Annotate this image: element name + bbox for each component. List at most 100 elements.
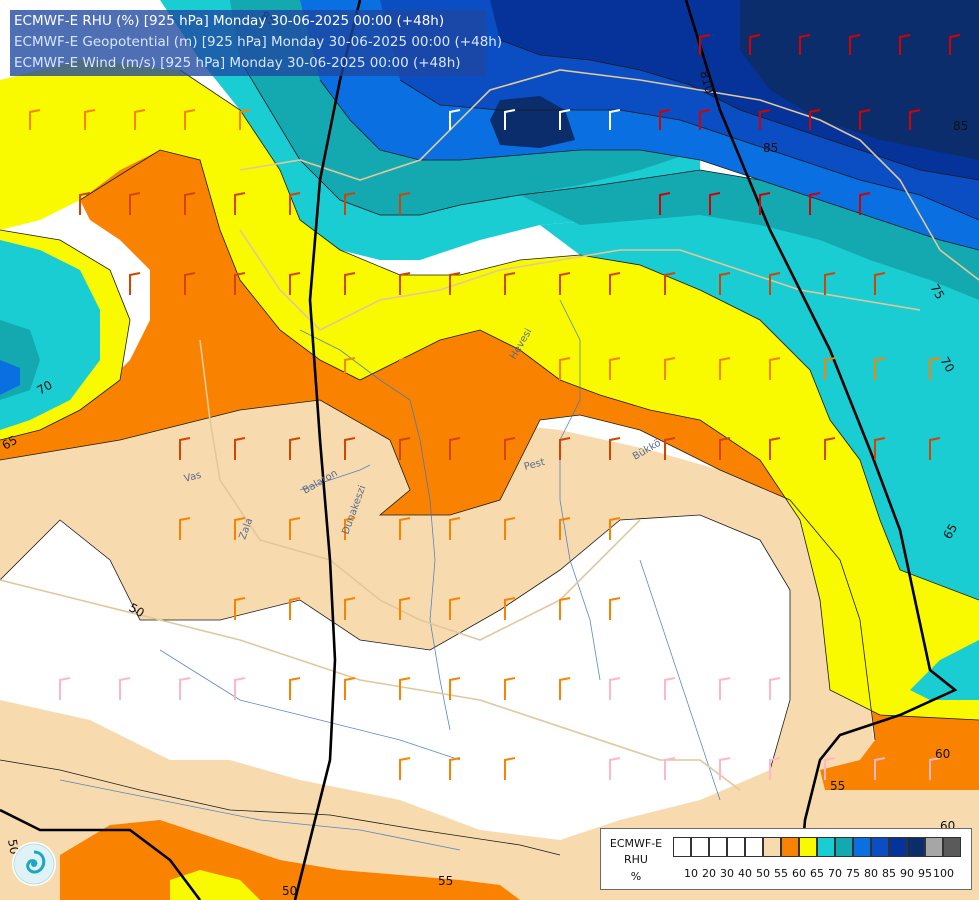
header-geopotential-title: ECMWF-E Geopotential (m) [925 hPa] Monda…: [14, 34, 503, 50]
legend-swatch: [781, 837, 799, 857]
contour-label: 50: [127, 600, 147, 620]
header-rhu-title: ECMWF-E RHU (%) [925 hPa] Monday 30-06-2…: [14, 13, 445, 29]
wind-barb: [179, 517, 621, 540]
contour-label: 60: [935, 747, 950, 761]
border-line: [199, 339, 641, 641]
legend-swatch: [835, 837, 853, 857]
wind-barb: [129, 272, 886, 295]
rhu-legend: ECMWF-E RHU % 10 20 30 40 50 55 60 65 70 75 80 85 90…: [600, 828, 972, 890]
geopotential-800-southwest: [0, 808, 202, 900]
legend-tick-label: 100: [933, 867, 954, 880]
legend-tick-label: 40: [738, 867, 752, 880]
contour-label: 85: [953, 119, 968, 133]
header-wind-title: ECMWF-E Wind (m/s) [925 hPa] Monday 30-0…: [14, 55, 461, 71]
legend-unit-label: %: [630, 870, 642, 883]
contour-line: [179, 69, 979, 601]
geopotential-lines: [0, 0, 958, 900]
legend-variable-label: RHU: [624, 853, 648, 866]
rivers: [59, 299, 721, 851]
wind-barb: [29, 109, 251, 130]
contour-line: [319, 79, 761, 181]
river-morava: [639, 559, 721, 801]
wind-barb: [59, 677, 941, 780]
wind-barb: [449, 109, 621, 130]
legend-tick-label: 75: [846, 867, 860, 880]
rhu-contour-lines: [0, 39, 979, 856]
legend-swatch: [817, 837, 835, 857]
wind-barb: [399, 757, 516, 780]
legend-tick-label: 70: [828, 867, 842, 880]
legend-swatch: [943, 837, 961, 857]
contour-label: 55: [830, 779, 845, 793]
legend-tick-label: 95: [918, 867, 932, 880]
contour-line: [0, 759, 561, 856]
contour-line: [0, 229, 131, 441]
contour-line: [0, 399, 876, 741]
geopotential-810-west: [293, 0, 362, 900]
river-sava: [59, 779, 461, 851]
contour-label: 70: [35, 378, 55, 398]
legend-swatch: [763, 837, 781, 857]
legend-tick-label: 20: [702, 867, 716, 880]
legend-swatch: [907, 837, 925, 857]
legend-title: ECMWF-E RHU %: [601, 829, 671, 889]
wind-barb: [289, 677, 571, 700]
rhu-band-yellow: [0, 60, 979, 720]
border-line: [239, 69, 979, 281]
swirl-logo-icon: [13, 843, 55, 885]
legend-swatch: [691, 837, 709, 857]
contour-label: 85: [763, 141, 778, 155]
legend-tick-label: 60: [792, 867, 806, 880]
border-line: [0, 579, 741, 791]
contour-label: 70: [937, 355, 957, 375]
legend-tick-label: 80: [864, 867, 878, 880]
wind-barb: [234, 597, 621, 620]
contour-line: [399, 79, 979, 221]
map-header: ECMWF-E RHU (%) [925 hPa] Monday 30-06-2…: [10, 10, 502, 76]
contour-labels: 85 85 85 75 70 70 65 65 60 60 55 55 50 5…: [0, 8, 968, 898]
contour-label: 65: [0, 433, 20, 453]
legend-swatch: [745, 837, 763, 857]
legend-tick-label: 30: [720, 867, 734, 880]
legend-tick-label: 55: [774, 867, 788, 880]
legend-swatch: [673, 837, 691, 857]
legend-tick-label: 50: [756, 867, 770, 880]
legend-tick-label: 90: [900, 867, 914, 880]
river-danube: [299, 329, 451, 731]
river-tisza: [559, 299, 601, 681]
river-drava: [159, 649, 461, 761]
contour-label: 55: [438, 874, 453, 888]
legend-swatch: [709, 837, 727, 857]
legend-swatch: [853, 837, 871, 857]
lake-balaton: [299, 464, 371, 491]
contour-label: 50: [282, 884, 297, 898]
contour-label: 65: [940, 521, 960, 541]
rhu-region-blue-west: [0, 360, 20, 395]
contour-label: 75: [927, 282, 947, 302]
rhu-band-orange: [0, 150, 979, 790]
legend-model-label: ECMWF-E: [609, 837, 663, 850]
legend-tick-label: 85: [882, 867, 896, 880]
rhu-region-darknavy-center: [490, 96, 575, 148]
wind-barb: [179, 437, 941, 460]
contour-line: [0, 514, 791, 771]
place-label: Pest: [523, 457, 546, 473]
rhu-region-cyan-east: [540, 200, 979, 600]
wind-barb: [179, 357, 941, 380]
legend-tick-label: 10: [684, 867, 698, 880]
wind-barbs: [29, 34, 961, 780]
rhu-region-teal-east: [520, 170, 979, 300]
legend-swatch: [925, 837, 943, 857]
geopotential-810-east: [684, 0, 958, 881]
rhu-region-yellow-south: [170, 870, 260, 900]
place-label: Vas: [183, 470, 203, 485]
wind-barb: [79, 192, 411, 215]
legend-swatch: [727, 837, 745, 857]
contour-line: [79, 149, 979, 721]
legend-tick-label: 65: [810, 867, 824, 880]
logo: [12, 842, 56, 886]
wind-barb: [659, 34, 961, 215]
rhu-region-cyan-southeast: [910, 640, 979, 700]
rhu-region-white-center: [0, 515, 790, 840]
